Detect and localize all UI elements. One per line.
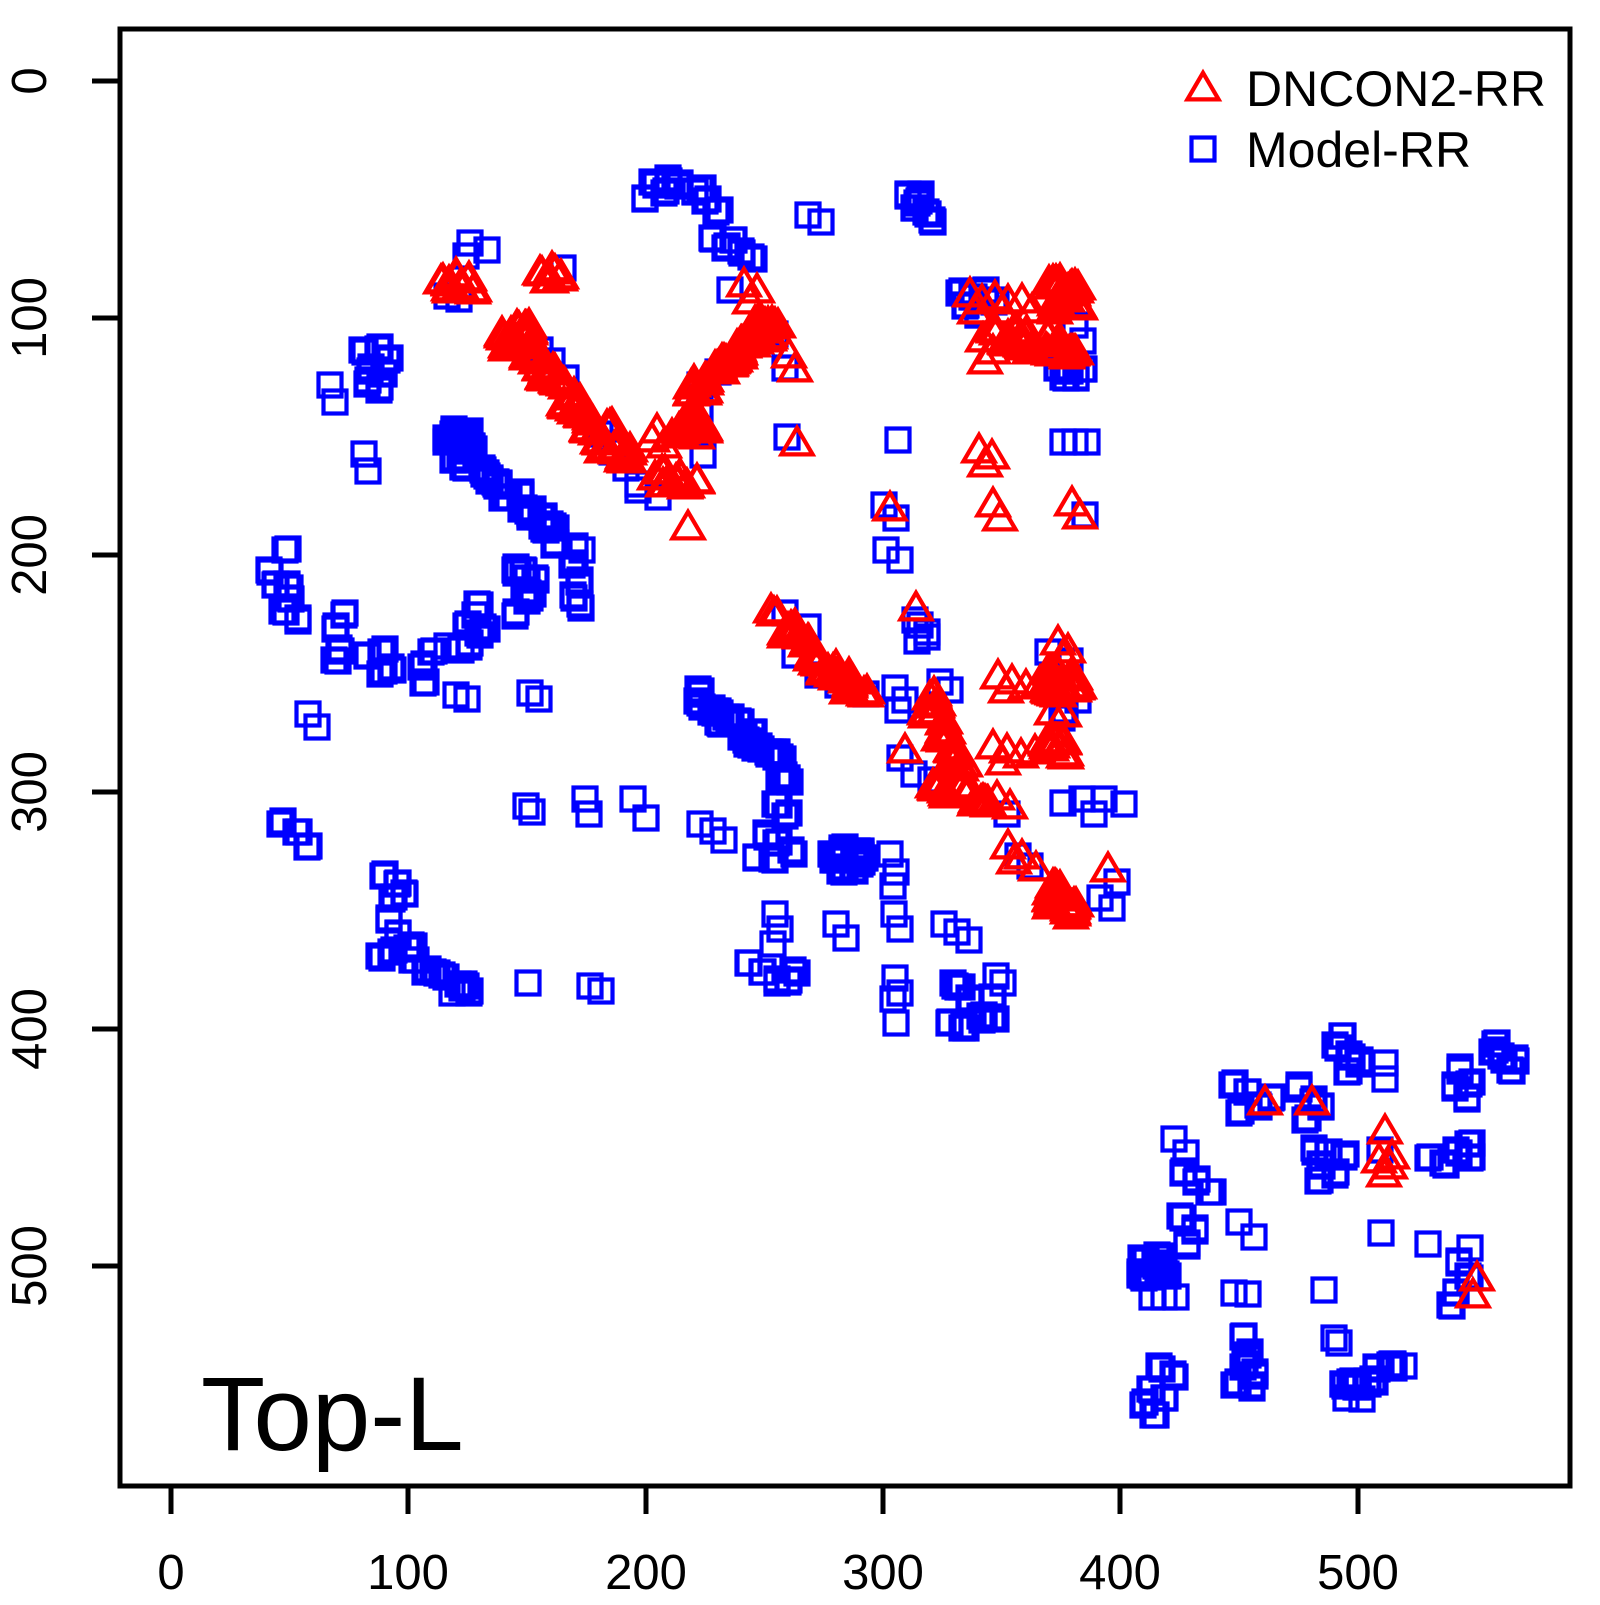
svg-text:400: 400 — [3, 988, 57, 1070]
svg-text:0: 0 — [3, 67, 57, 94]
svg-text:100: 100 — [3, 277, 57, 359]
svg-text:300: 300 — [842, 1546, 924, 1600]
svg-text:300: 300 — [3, 751, 57, 833]
svg-text:0: 0 — [157, 1546, 184, 1600]
svg-text:200: 200 — [605, 1546, 687, 1600]
svg-text:500: 500 — [3, 1225, 57, 1307]
svg-text:100: 100 — [367, 1546, 449, 1600]
svg-text:Top-L: Top-L — [201, 1356, 464, 1473]
svg-text:200: 200 — [3, 514, 57, 596]
svg-text:500: 500 — [1317, 1546, 1399, 1600]
svg-text:DNCON2-RR: DNCON2-RR — [1246, 61, 1546, 117]
svg-text:400: 400 — [1079, 1546, 1161, 1600]
svg-text:Model-RR: Model-RR — [1246, 122, 1471, 178]
